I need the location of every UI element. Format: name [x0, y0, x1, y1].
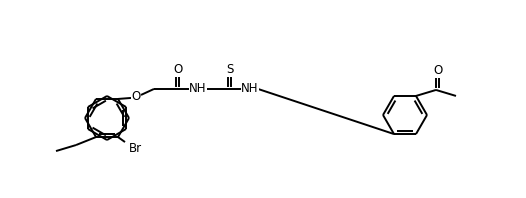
Text: S: S [226, 63, 233, 76]
Text: Br: Br [128, 142, 141, 155]
Text: O: O [173, 63, 182, 76]
Text: NH: NH [241, 82, 259, 95]
Text: O: O [433, 64, 442, 77]
Text: O: O [132, 90, 140, 103]
Text: NH: NH [189, 82, 207, 95]
